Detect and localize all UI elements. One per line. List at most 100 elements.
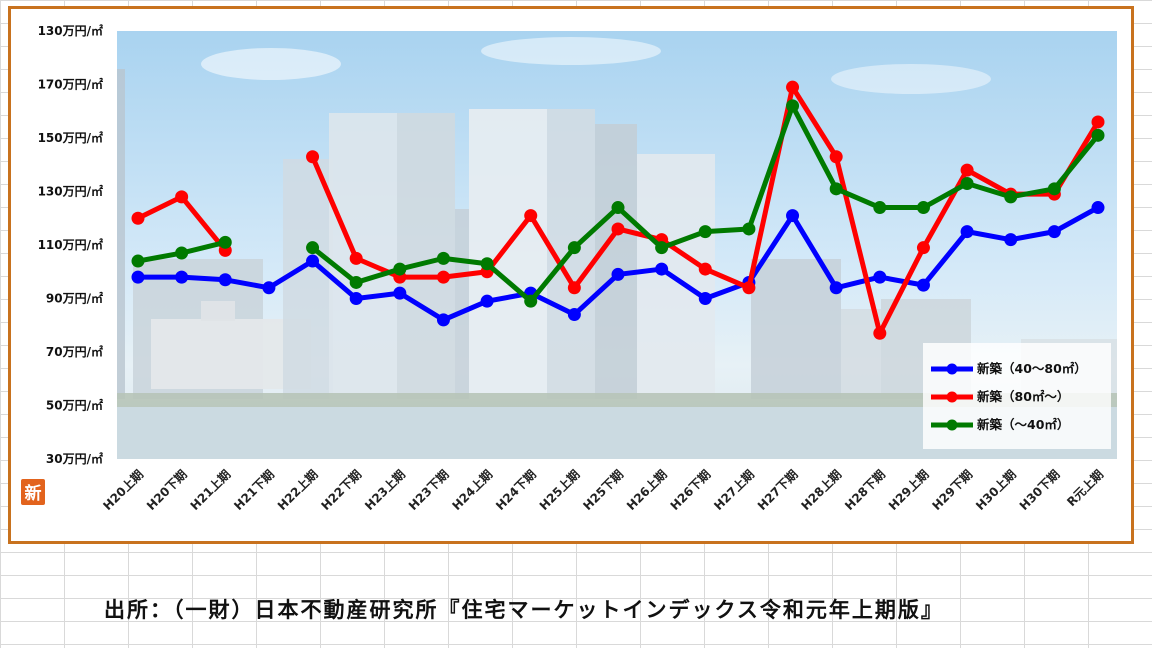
series-2 <box>131 80 1105 340</box>
data-point <box>349 275 363 289</box>
data-point <box>829 150 843 164</box>
data-point <box>655 262 669 276</box>
line-chart: 30万円/㎡ 50万円/㎡ 70万円/㎡ 90万円/㎡ 110万円/㎡ 130万円/㎡ 15… <box>21 23 1117 513</box>
data-point <box>306 150 320 164</box>
data-point <box>742 281 756 295</box>
data-point <box>742 222 756 236</box>
city-skyline-backdrop <box>117 31 1117 459</box>
chart-frame: 30万円/㎡ 50万円/㎡ 70万円/㎡ 90万円/㎡ 110万円/㎡ 130万円/㎡ 15… <box>8 6 1134 544</box>
data-point <box>829 281 843 295</box>
data-point <box>1004 190 1018 204</box>
data-point <box>218 235 232 249</box>
series-1 <box>131 201 1105 327</box>
data-point <box>611 201 625 215</box>
data-point <box>218 273 232 287</box>
data-point <box>1091 128 1105 142</box>
x-tick-label: H21下期 <box>231 467 277 513</box>
data-point <box>873 326 887 340</box>
data-point <box>698 225 712 239</box>
data-point <box>524 209 538 223</box>
data-point <box>262 281 276 295</box>
y-tick-label: 150万円/㎡ <box>38 130 103 145</box>
data-point <box>1091 115 1105 129</box>
legend-label: 新築（40～80㎡） <box>977 361 1087 376</box>
data-point <box>1091 201 1105 215</box>
x-tick-label: R元上期 <box>1064 467 1107 510</box>
data-point <box>1004 233 1018 247</box>
x-tick-label: H24下期 <box>492 467 538 513</box>
data-point <box>829 182 843 196</box>
data-point <box>436 270 450 284</box>
x-tick-label: H29下期 <box>929 467 975 513</box>
legend-label: 新築（～40㎡） <box>977 417 1069 432</box>
x-tick-label: H22下期 <box>318 467 364 513</box>
data-point <box>960 225 974 239</box>
y-tick-label: 90万円/㎡ <box>46 291 103 306</box>
legend-item: 新築（40～80㎡） <box>931 361 1087 376</box>
y-tick-label: 130万円/㎡ <box>38 23 103 38</box>
x-tick-label: H25上期 <box>536 467 582 513</box>
data-point <box>175 190 189 204</box>
legend-label: 新築（80㎡～） <box>977 389 1069 404</box>
legend-swatch-marker <box>946 419 958 431</box>
data-point <box>567 241 581 255</box>
series-layer <box>131 80 1105 340</box>
x-tick-label: H26下期 <box>667 467 713 513</box>
y-tick-label: 30万円/㎡ <box>46 451 103 466</box>
data-point <box>698 292 712 305</box>
data-point <box>786 99 800 113</box>
data-point <box>436 251 450 265</box>
data-point <box>873 201 887 215</box>
series-3 <box>131 99 1105 308</box>
x-tick-label: H27上期 <box>711 467 757 513</box>
data-point <box>393 286 407 300</box>
data-point <box>131 270 145 284</box>
data-point <box>611 267 625 281</box>
y-tick-label: 50万円/㎡ <box>46 398 103 413</box>
x-tick-label: H30下期 <box>1016 467 1062 513</box>
legend: 新築（40～80㎡） 新築（80㎡～） 新築（～40㎡） <box>923 343 1111 449</box>
data-point <box>175 246 189 260</box>
x-axis-category-labels: H20上期H20下期H21上期H21下期H22上期H22下期H23上期H23下期… <box>100 467 1106 513</box>
x-tick-label: H21上期 <box>187 467 233 513</box>
y-tick-label: 130万円/㎡ <box>38 184 103 199</box>
data-point <box>436 313 450 327</box>
data-point <box>131 211 145 225</box>
data-point <box>655 241 669 255</box>
data-point <box>960 176 974 190</box>
data-point <box>480 294 494 308</box>
legend-swatch-marker <box>946 391 958 403</box>
data-point <box>567 308 581 322</box>
data-point <box>393 262 407 276</box>
logo-mark: 新 <box>21 479 45 505</box>
x-tick-label: H24上期 <box>449 467 495 513</box>
x-tick-label: H20上期 <box>100 467 146 513</box>
data-point <box>1047 225 1061 239</box>
data-point <box>916 201 930 215</box>
x-tick-label: H23上期 <box>361 467 407 513</box>
data-point <box>306 241 320 255</box>
legend-swatch-marker <box>946 363 958 375</box>
data-point <box>480 257 494 271</box>
x-tick-label: H20下期 <box>143 467 189 513</box>
data-point <box>524 294 538 308</box>
x-tick-label: H22上期 <box>274 467 320 513</box>
data-point <box>567 281 581 295</box>
data-point <box>873 270 887 284</box>
data-point <box>131 254 145 268</box>
x-tick-label: H23下期 <box>405 467 451 513</box>
y-tick-label: 170万円/㎡ <box>38 77 103 92</box>
x-tick-label: H29上期 <box>885 467 931 513</box>
data-point <box>916 278 930 292</box>
data-point <box>960 163 974 177</box>
x-tick-label: H27下期 <box>754 467 800 513</box>
x-tick-label: H28下期 <box>841 467 887 513</box>
x-tick-label: H28上期 <box>798 467 844 513</box>
logo-text: 新 <box>25 483 42 504</box>
x-tick-label: H26上期 <box>623 467 669 513</box>
legend-item: 新築（80㎡～） <box>931 389 1069 404</box>
x-tick-label: H30上期 <box>972 467 1018 513</box>
source-citation: 出所：（一財）日本不動産研究所『住宅マーケットインデックス令和元年上期版』 <box>104 598 944 622</box>
y-tick-label: 70万円/㎡ <box>46 344 103 359</box>
data-point <box>349 251 363 265</box>
